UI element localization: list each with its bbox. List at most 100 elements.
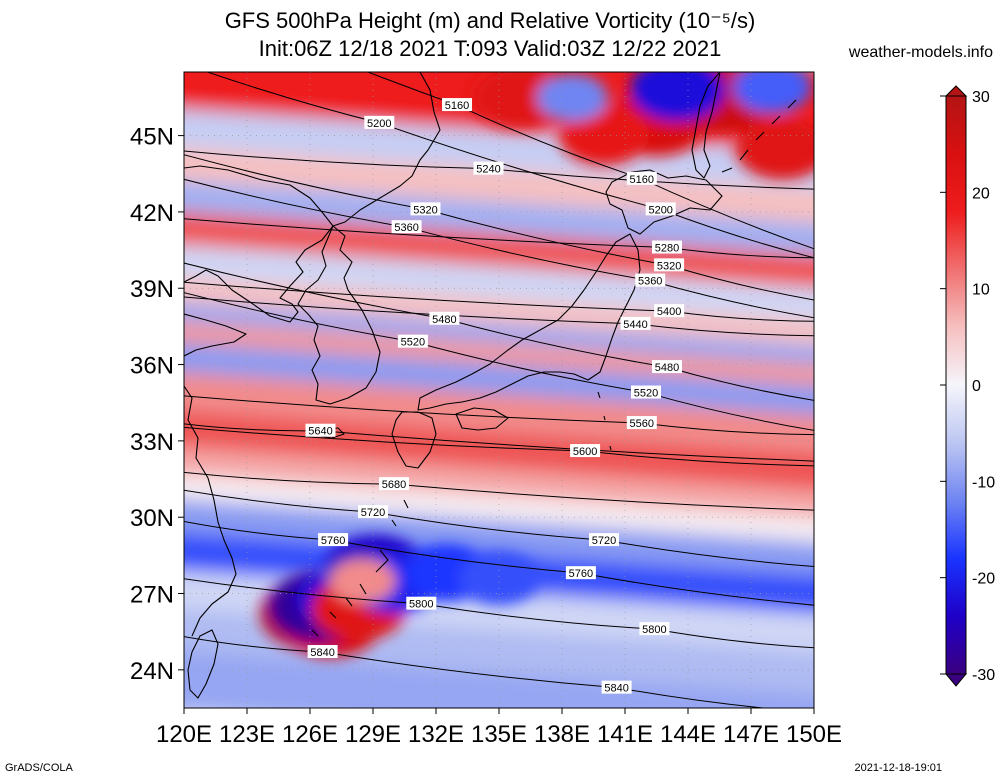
colorbar-tick-label: 0 — [972, 378, 981, 395]
vorticity-blob — [458, 551, 540, 606]
korea-outline — [297, 225, 381, 405]
colorbar-top-cap — [944, 85, 968, 97]
contour-label-box — [570, 444, 601, 458]
contour-label: 5480 — [655, 362, 679, 374]
site-credit: weather-models.info — [848, 44, 993, 61]
honshu-outline — [417, 233, 641, 411]
height-contour — [184, 296, 814, 337]
lon-tick-label: 123E — [219, 721, 275, 748]
contour-label: 5840 — [604, 683, 628, 695]
contour-label-box — [631, 385, 661, 399]
vorticity-band — [184, 474, 814, 543]
contour-label-box — [635, 273, 666, 287]
colorbar-tick-label: 30 — [972, 89, 990, 106]
height-contour — [184, 178, 814, 319]
contour-label-box — [358, 505, 388, 519]
contour-label: 5360 — [638, 276, 662, 288]
vorticity-band — [184, 302, 814, 365]
vorticity-blob — [733, 72, 811, 114]
lat-tick-label: 36N — [130, 353, 174, 380]
kyushu-outline — [391, 411, 437, 469]
lat-tick-label: 27N — [130, 582, 174, 609]
height-contour — [184, 423, 814, 462]
lat-tick-label: 33N — [130, 429, 174, 456]
contour-label-box — [565, 566, 596, 580]
contour-label: 5320 — [657, 260, 681, 272]
colorbar: 30 20 10 0 -10 -20 -30 — [940, 85, 995, 687]
vorticity-band — [184, 499, 814, 576]
height-contour — [184, 426, 814, 467]
contour-label-box — [601, 680, 632, 694]
vorticity-blobs — [259, 72, 814, 658]
contour-label-box — [589, 533, 619, 547]
contour-label-box — [429, 311, 460, 325]
contour-label-box — [626, 416, 657, 430]
map-field: 5160 5160 5200 5200 5240 5280 5320 5320 5360 5360… — [184, 72, 814, 708]
contour-label: 5200 — [648, 204, 672, 216]
colorbar-tick-label: -20 — [972, 571, 995, 588]
lon-tick-label: 141E — [597, 721, 653, 748]
contour-label: 5520 — [401, 337, 425, 349]
east-china-coast — [184, 385, 237, 637]
contour-label: 5160 — [445, 100, 469, 112]
china-coast-outline — [184, 165, 334, 323]
lon-tick-label: 138E — [534, 721, 590, 748]
contour-label-box — [307, 645, 338, 659]
contour-label: 5800 — [409, 599, 433, 611]
contour-label: 5760 — [569, 568, 593, 580]
contour-label-box — [379, 477, 409, 491]
height-contour — [184, 292, 814, 431]
lon-tick-label: 144E — [660, 721, 716, 748]
lat-tick-label: 30N — [130, 505, 174, 532]
grads-credit: GrADS/COLA — [5, 762, 73, 774]
colorbar-tick-label: -30 — [972, 667, 995, 684]
vorticity-band — [184, 109, 814, 190]
height-contour — [184, 636, 768, 708]
contour-label-box — [620, 316, 651, 330]
contour-label-box — [391, 220, 422, 234]
chart-title: GFS 500hPa Height (m) and Relative Vorti… — [224, 8, 756, 33]
contour-label-box — [654, 304, 685, 318]
height-contour — [366, 72, 814, 250]
contour-label-box — [442, 98, 472, 112]
contour-label-box — [305, 423, 336, 437]
contour-label-box — [626, 171, 657, 185]
contour-label: 5400 — [657, 306, 681, 318]
contour-label: 5720 — [361, 507, 385, 519]
vorticity-band — [184, 447, 814, 517]
contour-label-box — [645, 202, 676, 216]
height-contour — [184, 520, 814, 606]
latitude-axis: 45N 42N 39N 36N 33N 30N 27N 24N — [130, 124, 184, 685]
contour-label-box — [318, 533, 349, 547]
height-contour — [184, 154, 814, 301]
contour-label: 5440 — [623, 319, 647, 331]
contour-label: 5800 — [642, 624, 666, 636]
height-contour — [184, 578, 814, 649]
contour-label: 5840 — [310, 647, 334, 659]
contour-label-box — [397, 334, 428, 348]
russia-coast — [332, 72, 441, 227]
shandong-coast — [184, 313, 247, 357]
colorbar-tick-label: 20 — [972, 185, 990, 202]
lat-tick-label: 42N — [130, 200, 174, 227]
contour-label-box — [410, 202, 441, 216]
hokkaido-outline — [605, 169, 723, 235]
lon-tick-label: 132E — [408, 721, 464, 748]
lat-tick-label: 24N — [130, 658, 174, 685]
kuril-islands — [721, 99, 797, 173]
colorbar-tick-label: -10 — [972, 474, 995, 491]
lon-tick-label: 129E — [345, 721, 401, 748]
lon-tick-label: 150E — [786, 721, 842, 748]
lon-tick-label: 147E — [723, 721, 779, 748]
shikoku-outline — [455, 407, 509, 431]
contour-label: 5200 — [367, 118, 391, 130]
vorticity-blob — [329, 558, 396, 603]
contour-label: 5280 — [655, 243, 679, 255]
lat-tick-label: 45N — [130, 124, 174, 151]
contour-label-box — [473, 161, 504, 175]
lat-tick-label: 39N — [130, 276, 174, 303]
vorticity-blob — [630, 72, 725, 122]
height-contours — [184, 72, 814, 708]
contour-labels: 5160 5160 5200 5200 5240 5280 5320 5320 5360 5360… — [305, 98, 685, 695]
